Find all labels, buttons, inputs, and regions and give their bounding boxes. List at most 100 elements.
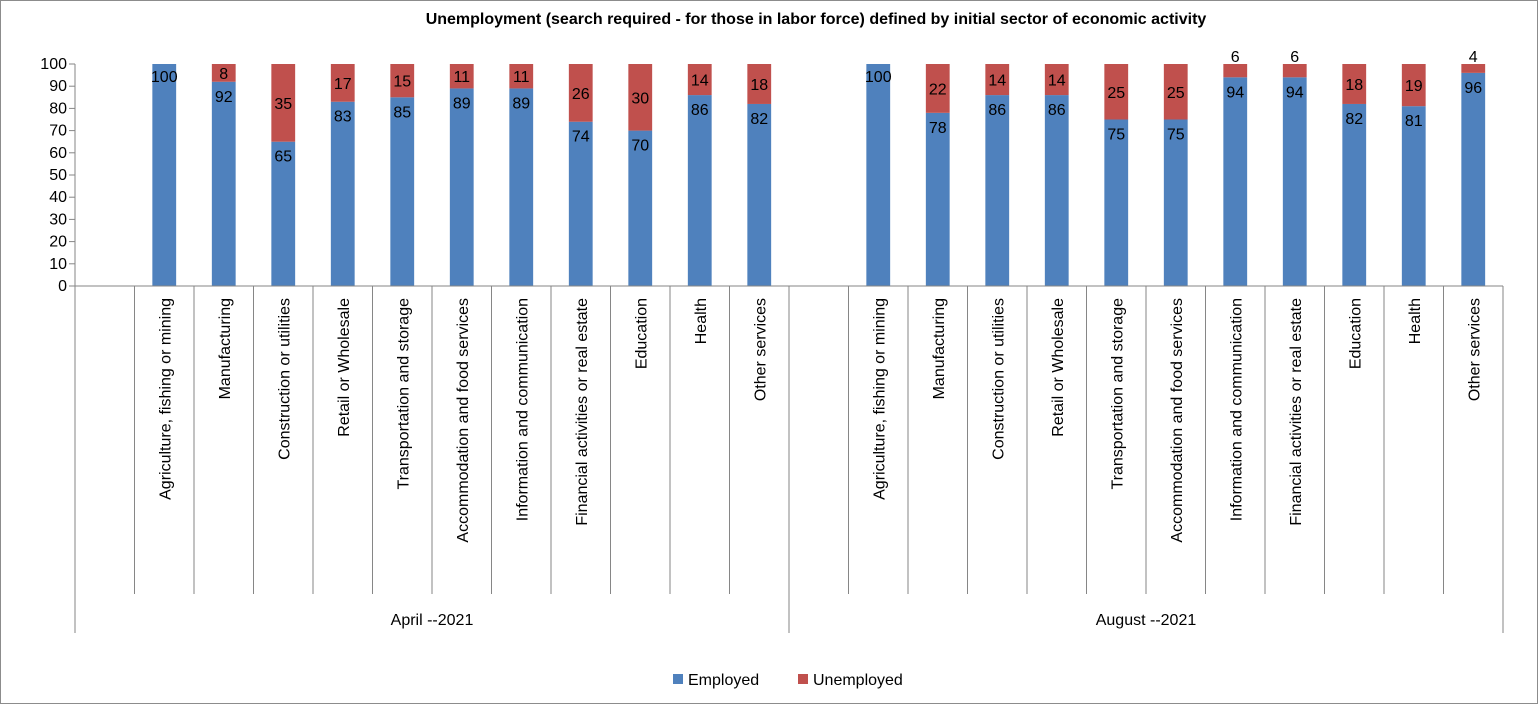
bar-employed (1163, 119, 1188, 286)
data-label-unemployed: 6 (1231, 49, 1240, 66)
bar-unemployed (1401, 64, 1426, 107)
bar-unemployed (747, 64, 772, 104)
bar-employed (152, 64, 177, 286)
data-label-employed: 86 (988, 102, 1006, 119)
legend-swatch-employed (673, 674, 683, 684)
data-label-unemployed: 14 (988, 73, 1006, 90)
category-label: Retail or Wholesale (1050, 298, 1067, 437)
bar-employed (271, 141, 296, 286)
category-label: Accommodation and food services (455, 298, 472, 543)
bar-unemployed (1104, 64, 1129, 120)
bar-employed (1044, 95, 1069, 286)
bar-unemployed (925, 64, 950, 113)
data-label-employed: 82 (1345, 111, 1363, 128)
legend-label-employed: Employed (688, 672, 759, 689)
category-label: Financial activities or real estate (574, 298, 591, 526)
category-label: Agriculture, fishing or mining (871, 298, 888, 500)
data-label-employed: 100 (151, 69, 178, 86)
bar-unemployed (1461, 64, 1486, 73)
bar-unemployed (1223, 64, 1248, 78)
data-label-employed: 70 (631, 138, 649, 155)
y-tick-label: 90 (49, 78, 67, 95)
bar-employed (568, 121, 593, 286)
data-label-employed: 94 (1226, 84, 1244, 101)
bar-unemployed (628, 64, 653, 131)
category-label: Information and communication (1228, 298, 1245, 521)
category-label: Manufacturing (931, 298, 948, 399)
bar-employed (509, 88, 534, 286)
data-label-employed: 89 (453, 95, 471, 112)
data-label-unemployed: 35 (274, 96, 292, 113)
bar-employed (1401, 106, 1426, 287)
bar-employed (1104, 119, 1129, 286)
data-label-employed: 74 (572, 129, 590, 146)
data-label-employed: 81 (1405, 113, 1423, 130)
bar-unemployed (449, 64, 474, 89)
legend-swatch-unemployed (798, 674, 808, 684)
data-label-unemployed: 26 (572, 86, 590, 103)
data-label-employed: 82 (750, 111, 768, 128)
category-label: Financial activities or real estate (1288, 298, 1305, 526)
data-label-unemployed: 30 (631, 90, 649, 107)
data-label-unemployed: 17 (334, 76, 352, 93)
data-label-unemployed: 25 (1107, 85, 1125, 102)
y-tick-label: 80 (49, 100, 67, 117)
category-label: Transportation and storage (395, 298, 412, 490)
bar-unemployed (1163, 64, 1188, 120)
data-label-employed: 86 (1048, 102, 1066, 119)
bar-unemployed (568, 64, 593, 122)
legend-label-unemployed: Unemployed (813, 672, 903, 689)
y-tick-label: 50 (49, 167, 67, 184)
data-label-employed: 86 (691, 102, 709, 119)
bar-unemployed (211, 64, 236, 82)
category-label: Agriculture, fishing or mining (157, 298, 174, 500)
bars: 100 92 8 65 35 83 17 85 15 89 11 89 11 74 26 70 30 86 14 82… (151, 49, 1486, 287)
bar-unemployed (390, 64, 415, 98)
group-label: April --2021 (391, 612, 474, 629)
data-label-unemployed: 6 (1290, 49, 1299, 66)
category-label: Construction or utilities (990, 298, 1007, 460)
data-label-employed: 65 (274, 149, 292, 166)
data-label-employed: 78 (929, 120, 947, 137)
category-label: Transportation and storage (1109, 298, 1126, 490)
bar-employed (330, 101, 355, 287)
bar-unemployed (985, 64, 1010, 96)
data-label-unemployed: 22 (929, 81, 947, 98)
y-tick-label: 20 (49, 234, 67, 251)
bar-employed (628, 130, 653, 286)
y-tick-label: 10 (49, 256, 67, 273)
bar-unemployed (509, 64, 534, 89)
category-label: Information and communication (514, 298, 531, 521)
y-tick-label: 40 (49, 189, 67, 206)
data-label-employed: 89 (512, 95, 530, 112)
data-label-employed: 85 (393, 104, 411, 121)
bar-employed (925, 112, 950, 286)
bar-unemployed (1282, 64, 1307, 78)
y-tick-label: 100 (40, 56, 67, 73)
y-tick-label: 70 (49, 123, 67, 140)
bar-unemployed (330, 64, 355, 102)
y-tick-label: 30 (49, 211, 67, 228)
data-label-unemployed: 8 (219, 66, 228, 83)
group-label: August --2021 (1096, 612, 1197, 629)
y-axis: 0 10 20 30 40 50 60 70 80 90 100 (40, 56, 76, 295)
bar-unemployed (1044, 64, 1069, 96)
bar-employed (1461, 72, 1486, 286)
bar-employed (1282, 77, 1307, 286)
data-label-employed: 92 (215, 89, 233, 106)
bar-employed (985, 95, 1010, 286)
category-label: Manufacturing (217, 298, 234, 399)
data-label-employed: 75 (1107, 127, 1125, 144)
bar-unemployed (1342, 64, 1367, 104)
data-label-unemployed: 18 (750, 77, 768, 94)
y-tick-label: 60 (49, 145, 67, 162)
y-tick-label: 0 (58, 278, 67, 295)
chart-title: Unemployment (search required - for thos… (426, 11, 1207, 28)
bar-employed (211, 81, 236, 286)
bar-employed (449, 88, 474, 286)
category-label: Health (1407, 298, 1424, 344)
bar-unemployed (687, 64, 712, 96)
bar-employed (1342, 103, 1367, 287)
